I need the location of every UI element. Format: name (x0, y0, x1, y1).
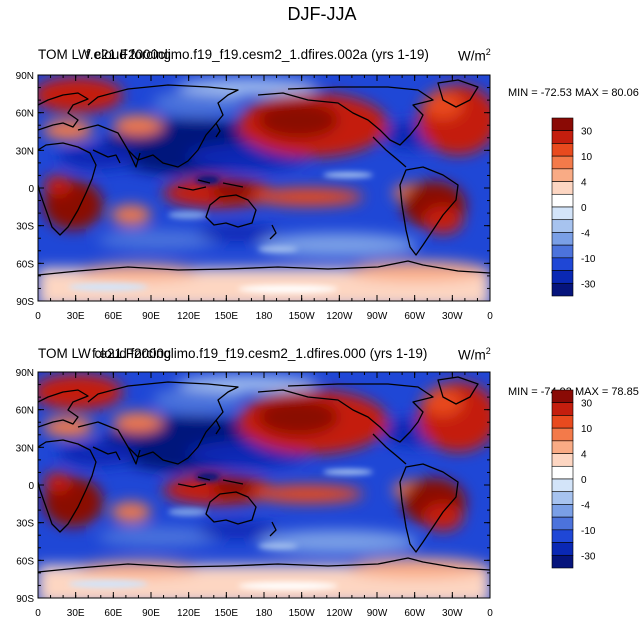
colorbar-label: 30 (581, 127, 593, 138)
panel-1-case-label: f.e21.F2000climo.f19_f19.cesm2_1.dfires.… (86, 47, 429, 62)
lon-label: 60E (104, 608, 122, 619)
colorbar-swatch (551, 155, 574, 170)
colorbar-1: 30 10 4 0 -4 -10 -30 (551, 117, 596, 297)
colorbar-swatch (551, 529, 574, 543)
lat-label: 90N (16, 71, 34, 82)
figure-title: DJF-JJA (287, 4, 357, 24)
colorbar-label: -4 (581, 228, 590, 239)
colorbar-swatch (551, 478, 574, 493)
panel-2-minmax: MIN = -74.93 MAX = 78.85 (508, 386, 639, 398)
lon-label: 30E (67, 608, 85, 619)
lon-label: 60W (404, 608, 425, 619)
colorbar-label: -30 (581, 551, 596, 562)
lon-label: 30W (442, 311, 463, 322)
lon-label: 90E (142, 608, 160, 619)
colorbar-swatch (551, 554, 574, 569)
colorbar-swatch (551, 504, 574, 518)
lat-label: 30N (16, 443, 34, 454)
colorbar-swatch (551, 130, 574, 144)
panel-2-variable: TOM LW cloud forcing (38, 346, 172, 361)
panel-2-case-label: f.e21.F2000climo.f19_f19.cesm2_1.dfires.… (92, 346, 428, 361)
colorbar-swatch (551, 193, 574, 208)
lat-label: 0 (28, 481, 34, 492)
lon-label: 90W (367, 311, 388, 322)
lat-label: 90N (16, 368, 34, 379)
colorbar-label: -10 (581, 526, 596, 537)
colorbar-label: 0 (581, 475, 587, 486)
lon-label: 0 (487, 311, 493, 322)
lat-label: 60N (16, 406, 34, 417)
lat-label: 60N (16, 109, 34, 120)
colorbar-swatch (551, 516, 574, 531)
lat-label: 30N (16, 146, 34, 157)
colorbar-swatch (551, 232, 574, 246)
lon-label: 120W (326, 311, 353, 322)
colorbar-label: -4 (581, 500, 590, 511)
colorbar-swatch (551, 453, 574, 467)
colorbar-swatch (551, 389, 574, 404)
panel-2-units: W/m2 (458, 346, 491, 363)
colorbar-swatch (551, 270, 574, 284)
panel-1-minmax: MIN = -72.53 MAX = 80.06 (508, 87, 639, 99)
colorbar-swatch (551, 219, 574, 233)
colorbar-swatch (551, 440, 574, 454)
lat-label: 90S (16, 297, 34, 308)
colorbar-label: -30 (581, 279, 596, 290)
panel-1-variable: TOM LW cloud forcing (38, 47, 172, 62)
colorbar-2: 30 10 4 0 -4 -10 -30 (551, 389, 596, 569)
colorbar-label: 4 (581, 450, 587, 461)
lat-label: 30S (16, 222, 34, 233)
colorbar-label: -10 (581, 254, 596, 265)
lat-label: 0 (28, 184, 34, 195)
lon-label: 150W (289, 608, 316, 619)
lon-label: 120E (177, 311, 201, 322)
lon-label: 150E (215, 311, 239, 322)
lon-label: 0 (35, 311, 41, 322)
lon-label: 60W (404, 311, 425, 322)
colorbar-swatch (551, 542, 574, 556)
colorbar-swatch (551, 465, 574, 480)
lon-label: 90W (367, 608, 388, 619)
lon-label: 90E (142, 311, 160, 322)
lon-label: 120E (177, 608, 201, 619)
lat-label: 30S (16, 519, 34, 530)
colorbar-swatch (551, 282, 574, 297)
colorbar-label: 30 (581, 399, 593, 410)
colorbar-label: 10 (581, 424, 593, 435)
colorbar-swatch (551, 181, 574, 195)
colorbar-swatch (551, 491, 574, 505)
lon-label: 30E (67, 311, 85, 322)
colorbar-label: 10 (581, 152, 593, 163)
lon-label: 120W (326, 608, 353, 619)
lon-label: 180 (256, 608, 273, 619)
colorbar-swatch (551, 117, 574, 132)
colorbar-swatch (551, 244, 574, 259)
lat-label: 60S (16, 259, 34, 270)
lon-label: 60E (104, 311, 122, 322)
colorbar-swatch (551, 168, 574, 182)
lon-label: 150E (215, 608, 239, 619)
panel-1-units: W/m2 (458, 47, 491, 64)
panel-2-map (37, 371, 491, 599)
lat-label: 60S (16, 556, 34, 567)
colorbar-swatch (551, 257, 574, 271)
colorbar-label: 4 (581, 178, 587, 189)
panel-1-map (37, 74, 491, 302)
lon-label: 30W (442, 608, 463, 619)
colorbar-swatch (551, 415, 574, 429)
colorbar-swatch (551, 427, 574, 442)
colorbar-swatch (551, 143, 574, 157)
lon-label: 150W (289, 311, 316, 322)
lon-label: 0 (35, 608, 41, 619)
lat-label: 90S (16, 594, 34, 605)
colorbar-swatch (551, 206, 574, 221)
lon-label: 180 (256, 311, 273, 322)
lon-label: 0 (487, 608, 493, 619)
colorbar-swatch (551, 402, 574, 416)
colorbar-label: 0 (581, 203, 587, 214)
